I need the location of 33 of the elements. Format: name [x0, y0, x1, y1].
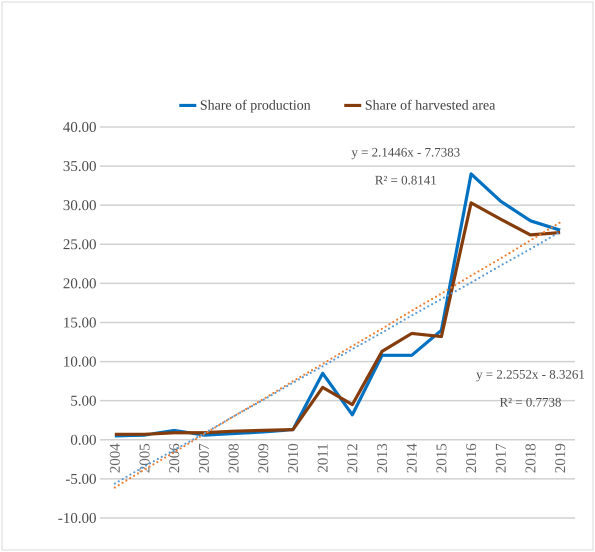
annotation: R² = 0.8141	[375, 176, 436, 185]
x-tick-label: 2004	[110, 444, 120, 473]
annotation: y = 2.2552x - 8.3261	[476, 370, 584, 382]
x-tick-label: 2018	[525, 444, 536, 473]
y-tick-label: 20.00	[64, 278, 96, 288]
y-tick-label: -10.00	[58, 512, 96, 524]
x-tick-label: 2013	[377, 444, 388, 473]
annotation: y = 2.1446x - 7.7383	[352, 148, 460, 160]
y-tick-label: -5.00	[66, 474, 96, 484]
x-tick-label: 2009	[258, 444, 268, 473]
x-tick-label: 2012	[347, 444, 358, 473]
y-tick-label: 10.00	[64, 356, 96, 367]
y-tick-label: 35.00	[64, 161, 96, 172]
y-tick-label: 0.00	[70, 434, 96, 445]
x-tick-label: 2008	[228, 444, 239, 473]
y-tick-label: 15.00	[64, 317, 96, 328]
x-tick-label: 2015	[436, 444, 446, 473]
y-tick-label: 25.00	[64, 239, 96, 250]
x-tick-label: 2007	[198, 444, 209, 473]
x-tick-label: 2017	[496, 444, 506, 473]
x-tick-label: 2011	[318, 444, 328, 472]
x-tick-label: 2005	[139, 444, 150, 473]
y-tick-label: 30.00	[64, 200, 96, 210]
x-tick-label: 2010	[288, 444, 298, 473]
x-tick-label: 2006	[169, 444, 180, 473]
annotation: R² = 0.7738	[500, 398, 561, 407]
legend-label: Share of harvested area	[366, 100, 496, 110]
y-tick-label: 40.00	[63, 122, 96, 132]
y-tick-label: 5.00	[71, 396, 96, 406]
x-tick-label: 2019	[555, 444, 566, 473]
x-tick-label: 2014	[406, 444, 417, 473]
legend-label: Share of production	[200, 100, 310, 113]
x-tick-label: 2016	[466, 444, 476, 473]
